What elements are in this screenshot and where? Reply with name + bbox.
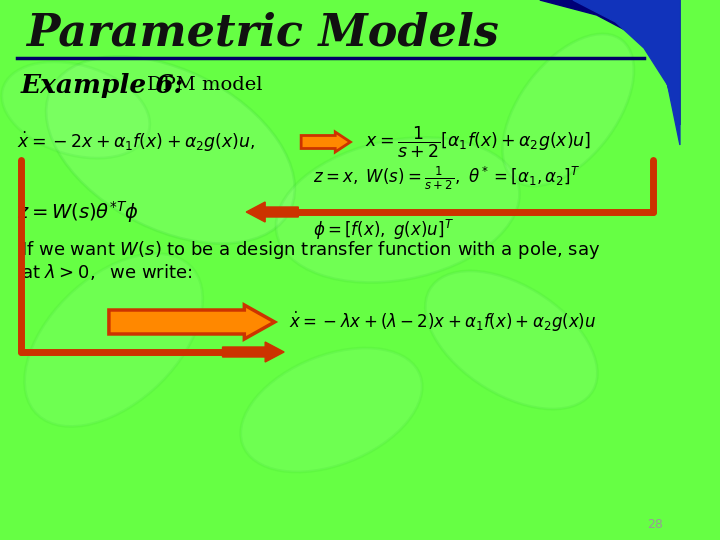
Ellipse shape: [46, 56, 294, 244]
FancyArrow shape: [246, 202, 298, 222]
Polygon shape: [573, 0, 680, 145]
Text: $z = x,\ W(s) = \frac{1}{s+2},\ \theta^* = [\alpha_1, \alpha_2]^T$: $z = x,\ W(s) = \frac{1}{s+2},\ \theta^*…: [312, 164, 580, 192]
Text: $z = W(s)\theta^{*T}\phi$: $z = W(s)\theta^{*T}\phi$: [17, 199, 139, 225]
FancyArrow shape: [109, 305, 274, 339]
FancyArrow shape: [222, 342, 284, 362]
Text: DPM model: DPM model: [147, 76, 262, 94]
FancyArrow shape: [301, 132, 351, 152]
Text: at $\lambda > 0,$  we write:: at $\lambda > 0,$ we write:: [21, 262, 192, 282]
Ellipse shape: [503, 34, 634, 186]
Text: Example 6:: Example 6:: [21, 72, 184, 98]
Text: $\dot{x} = -2x + \alpha_1 f(x) + \alpha_2 g(x)u,$: $\dot{x} = -2x + \alpha_1 f(x) + \alpha_…: [17, 130, 256, 154]
Ellipse shape: [240, 348, 422, 472]
Text: $x = \dfrac{1}{s+2}[\alpha_1 f(x) + \alpha_2 g(x)u]$: $x = \dfrac{1}{s+2}[\alpha_1 f(x) + \alp…: [364, 124, 591, 160]
Text: If we want $\mathit{W(s)}$ to be a design transfer function with a pole, say: If we want $\mathit{W(s)}$ to be a desig…: [21, 239, 600, 261]
Ellipse shape: [426, 271, 598, 409]
Polygon shape: [540, 0, 680, 125]
Ellipse shape: [276, 138, 520, 282]
Ellipse shape: [24, 253, 203, 427]
Text: $\dot{x} = -\lambda x + (\lambda - 2)x + \alpha_1 f(x) + \alpha_2 g(x)u$: $\dot{x} = -\lambda x + (\lambda - 2)x +…: [289, 310, 596, 334]
Text: $\phi = [f(x),\ g(x)u]^T$: $\phi = [f(x),\ g(x)u]^T$: [312, 218, 454, 242]
Ellipse shape: [1, 62, 150, 158]
Text: Parametric Models: Parametric Models: [27, 11, 499, 55]
Text: 28: 28: [647, 517, 663, 530]
